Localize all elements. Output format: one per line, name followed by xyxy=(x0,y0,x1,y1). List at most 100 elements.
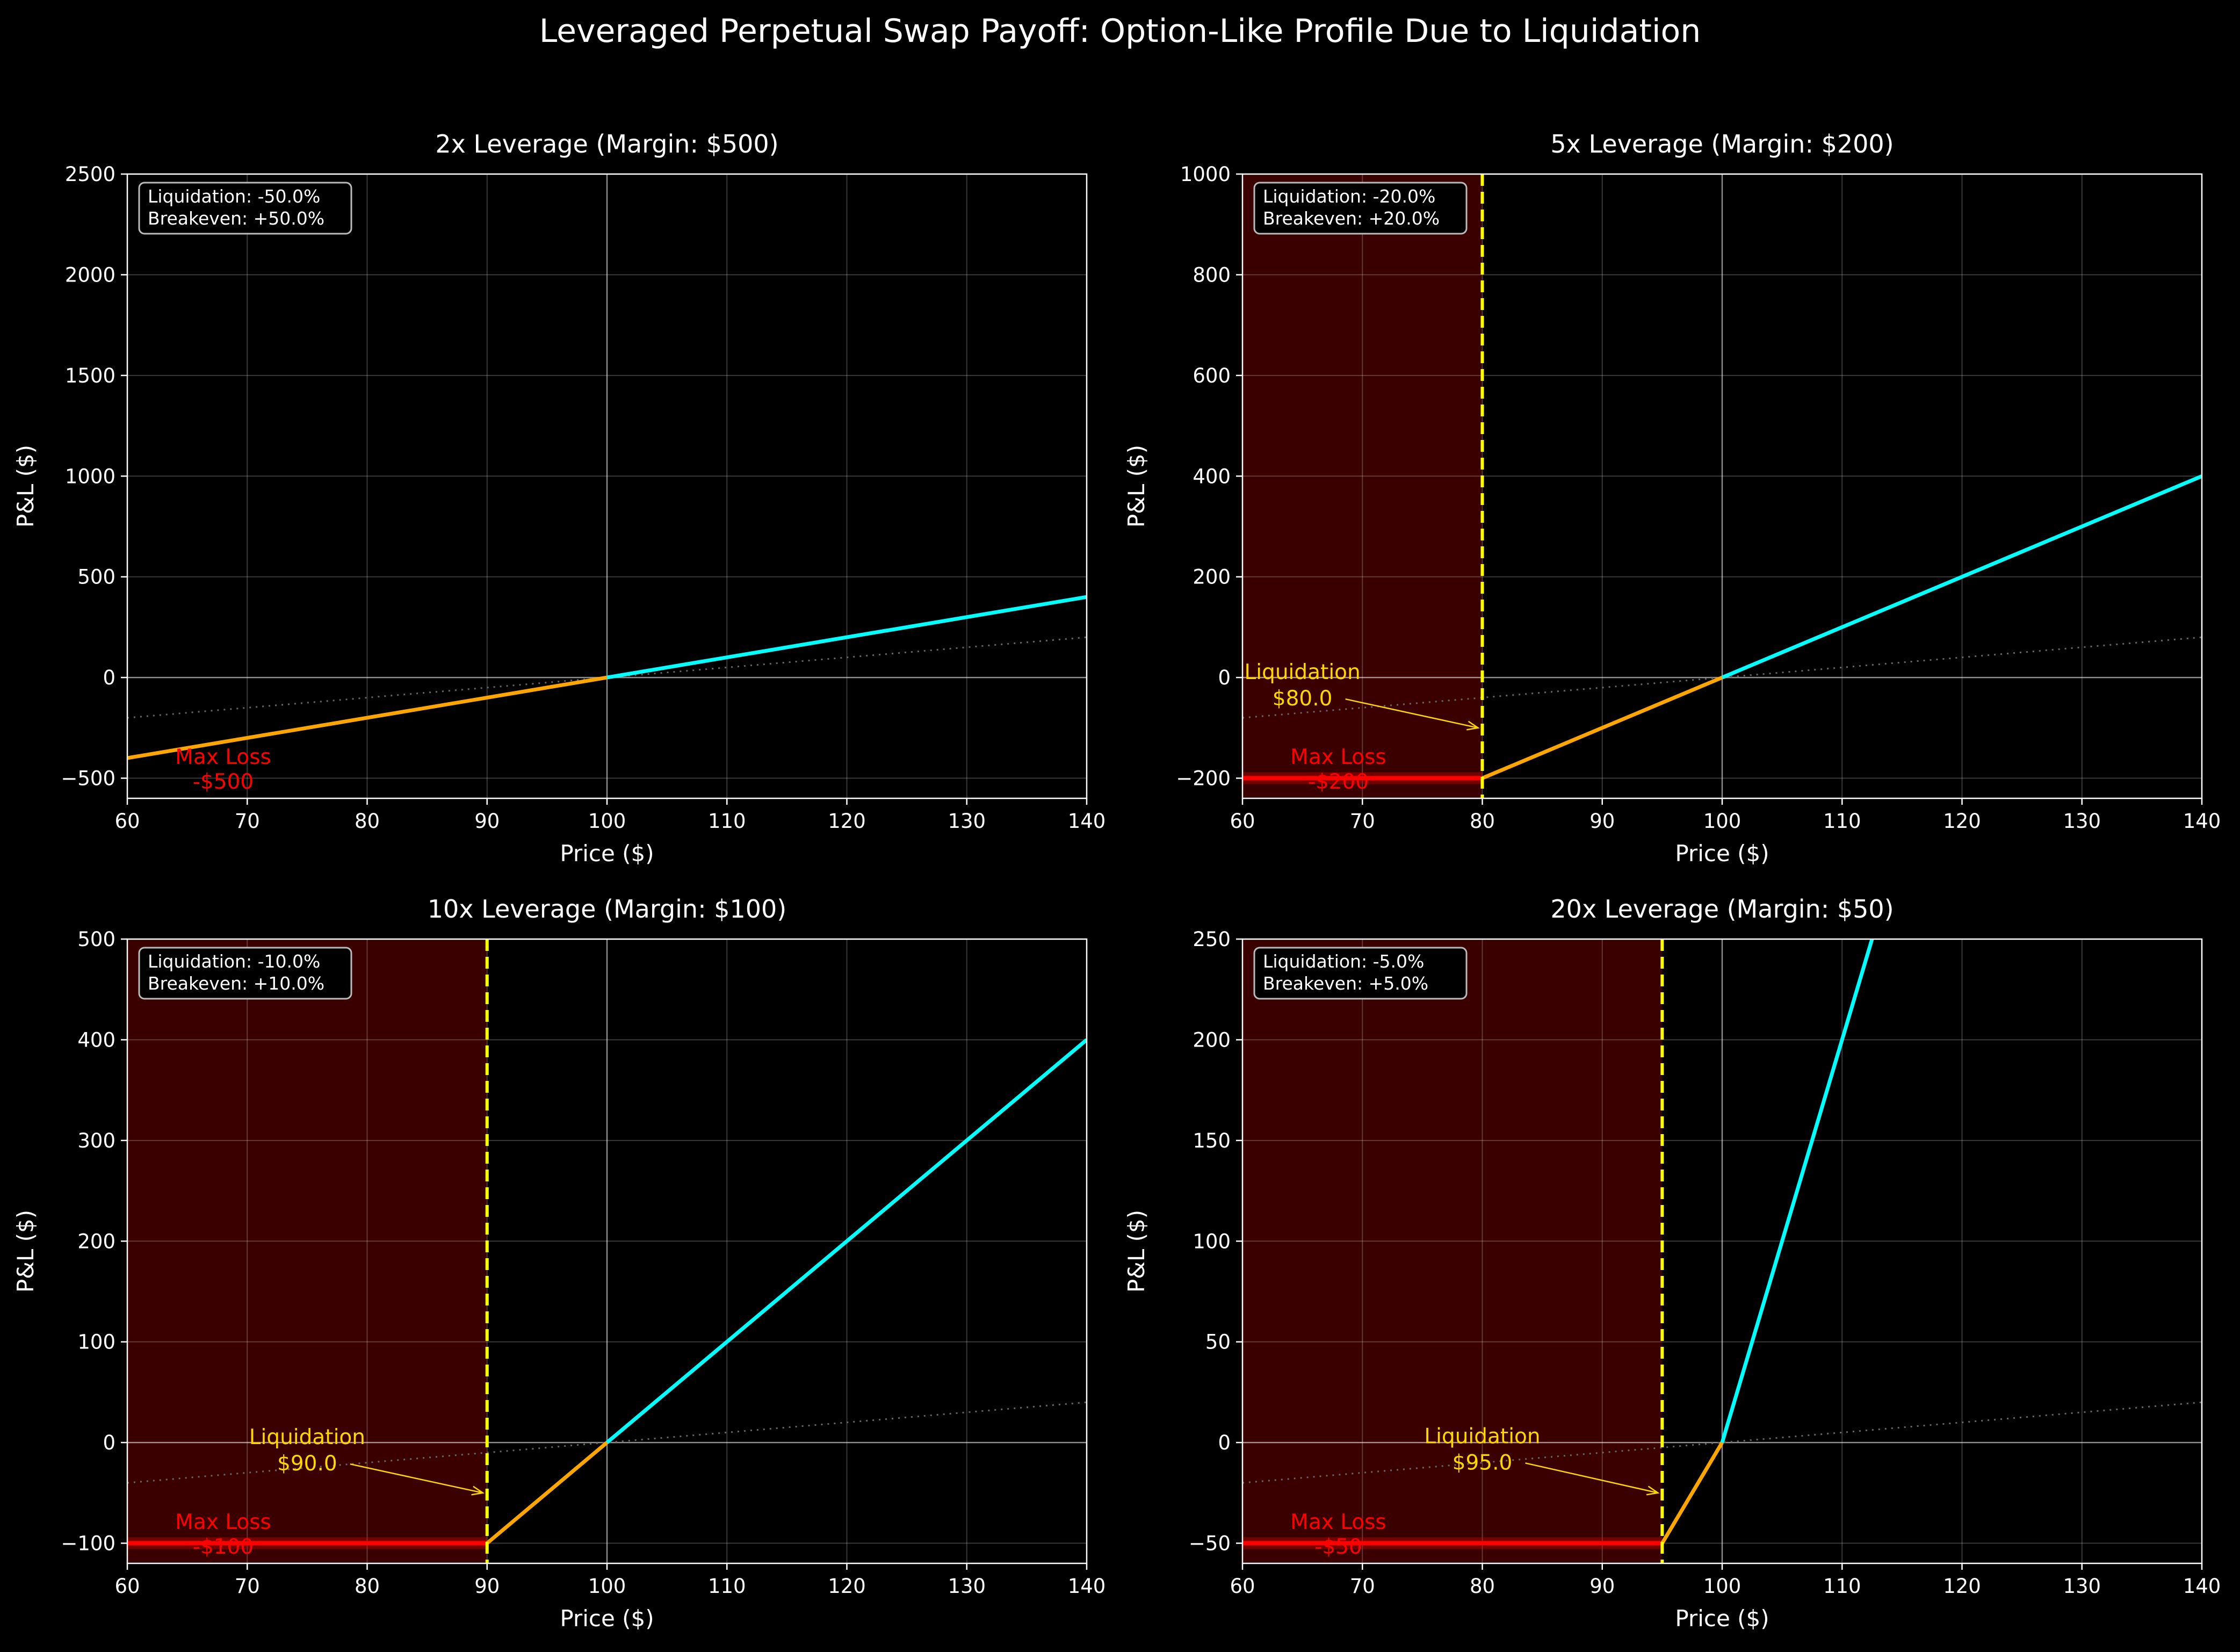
x-tick-label: 80 xyxy=(1470,1575,1495,1598)
x-tick-label: 140 xyxy=(2183,810,2221,833)
plot-area xyxy=(1242,939,2202,1563)
x-tick-label: 60 xyxy=(114,1575,140,1598)
liquidation-arrow xyxy=(350,1463,483,1494)
x-tick-label: 130 xyxy=(948,810,986,833)
x-tick-label: 130 xyxy=(2063,1575,2101,1598)
y-tick-label: 600 xyxy=(1193,364,1231,387)
info-liquidation-pct: Liquidation: -5.0% xyxy=(1263,951,1424,972)
y-tick-label: 800 xyxy=(1193,263,1231,286)
y-tick-label: 2500 xyxy=(65,163,115,186)
info-breakeven-pct: Breakeven: +10.0% xyxy=(148,973,324,994)
info-liquidation-pct: Liquidation: -20.0% xyxy=(1263,186,1435,207)
y-tick-label: 400 xyxy=(1193,465,1231,488)
max-loss-label: Max Loss xyxy=(175,745,271,769)
y-tick-label: −50 xyxy=(1189,1532,1231,1555)
liquidation-zone xyxy=(1242,939,1663,1563)
x-tick-label: 80 xyxy=(355,810,380,833)
series-profit xyxy=(605,1038,1087,1444)
max-loss-value: -$200 xyxy=(1308,770,1369,794)
x-tick-label: 70 xyxy=(235,1575,260,1598)
liquidation-arrow-head xyxy=(1646,1485,1660,1496)
x-tick-label: 90 xyxy=(1589,1575,1615,1598)
y-tick-label: −200 xyxy=(1176,767,1231,790)
y-tick-label: 0 xyxy=(1218,666,1231,689)
panel-20x: Liquidation $95.0 Max Loss-$50 Liquidation:… xyxy=(1123,894,2221,1632)
x-tick-label: 100 xyxy=(1703,1575,1742,1598)
y-axis-label: P&L ($) xyxy=(1123,1210,1150,1293)
x-tick-label: 130 xyxy=(2063,810,2101,833)
info-liquidation-pct: Liquidation: -10.0% xyxy=(148,951,320,972)
x-tick-label: 70 xyxy=(235,810,260,833)
series-loss xyxy=(486,1441,609,1545)
info-box xyxy=(138,182,352,235)
y-tick-label: 500 xyxy=(77,566,115,589)
x-tick-label: 60 xyxy=(1230,1575,1255,1598)
plot-area xyxy=(127,174,1087,798)
max-loss-value: -$100 xyxy=(193,1535,254,1559)
y-tick-label: 150 xyxy=(1193,1129,1231,1152)
liquidation-label: Liquidation xyxy=(1245,660,1361,684)
liquidation-arrow xyxy=(1345,698,1478,729)
panel-2x: Max Loss-$500 Liquidation: -50.0%Breakeve… xyxy=(12,129,1105,867)
y-tick-label: 0 xyxy=(103,1431,115,1454)
max-loss-value: -$500 xyxy=(193,770,254,794)
x-tick-label: 90 xyxy=(474,1575,500,1598)
panel-title: 2x Leverage (Margin: $500) xyxy=(435,129,778,158)
series-loss xyxy=(1660,1441,1724,1545)
liquidation-price-label: $80.0 xyxy=(1273,687,1333,711)
x-tick-label: 90 xyxy=(1589,810,1615,833)
info-breakeven-pct: Breakeven: +50.0% xyxy=(148,208,324,229)
x-tick-label: 60 xyxy=(1230,810,1255,833)
info-box xyxy=(1253,947,1468,1000)
max-loss-value: -$50 xyxy=(1314,1535,1362,1559)
liquidation-zone xyxy=(127,939,487,1563)
y-tick-label: 0 xyxy=(103,666,115,689)
y-tick-label: 250 xyxy=(1193,928,1231,951)
max-loss-label: Max Loss xyxy=(1290,745,1386,769)
y-tick-label: 400 xyxy=(77,1028,115,1051)
y-tick-label: 1000 xyxy=(65,465,115,488)
liquidation-price-label: $95.0 xyxy=(1453,1451,1513,1475)
y-tick-label: 100 xyxy=(77,1331,115,1354)
x-tick-label: 100 xyxy=(1703,810,1742,833)
panel-title: 10x Leverage (Margin: $100) xyxy=(428,894,786,924)
x-tick-label: 90 xyxy=(474,810,500,833)
liquidation-zone xyxy=(1242,174,1483,798)
x-tick-label: 140 xyxy=(1068,810,1106,833)
plot-area xyxy=(127,939,1087,1563)
y-tick-label: 200 xyxy=(1193,566,1231,589)
x-tick-label: 80 xyxy=(355,1575,380,1598)
liquidation-label: Liquidation xyxy=(249,1425,365,1449)
plot-area xyxy=(1242,174,2202,798)
info-breakeven-pct: Breakeven: +20.0% xyxy=(1263,208,1440,229)
max-loss-label: Max Loss xyxy=(1290,1510,1386,1534)
x-tick-label: 110 xyxy=(1823,810,1861,833)
x-axis-label: Price ($) xyxy=(1675,1605,1769,1632)
series-loss xyxy=(1482,675,1723,780)
y-tick-label: −100 xyxy=(61,1532,115,1555)
x-tick-label: 100 xyxy=(588,1575,626,1598)
x-tick-label: 140 xyxy=(1068,1575,1106,1598)
x-tick-label: 80 xyxy=(1470,810,1495,833)
panel-5x: Liquidation $80.0 Max Loss-$200 Liquidation… xyxy=(1123,129,2221,867)
x-axis-label: Price ($) xyxy=(560,840,654,867)
y-tick-label: 0 xyxy=(1218,1431,1231,1454)
x-tick-label: 120 xyxy=(828,810,866,833)
liquidation-arrow xyxy=(1525,1462,1658,1494)
y-tick-label: 50 xyxy=(1205,1331,1231,1354)
x-tick-label: 140 xyxy=(2183,1575,2221,1598)
x-tick-label: 110 xyxy=(708,810,746,833)
x-axis-label: Price ($) xyxy=(560,1605,654,1632)
info-box xyxy=(1253,182,1468,235)
info-box xyxy=(138,947,352,1000)
liquidation-label: Liquidation xyxy=(1424,1424,1540,1448)
x-tick-label: 70 xyxy=(1350,810,1375,833)
max-loss-label: Max Loss xyxy=(175,1510,271,1534)
x-tick-label: 100 xyxy=(588,810,626,833)
series-profit xyxy=(606,595,1087,680)
y-axis-label: P&L ($) xyxy=(12,1210,39,1293)
x-tick-label: 120 xyxy=(1943,810,1981,833)
y-tick-label: −500 xyxy=(61,767,115,790)
series-loss xyxy=(127,675,608,760)
y-tick-label: 500 xyxy=(77,928,115,951)
